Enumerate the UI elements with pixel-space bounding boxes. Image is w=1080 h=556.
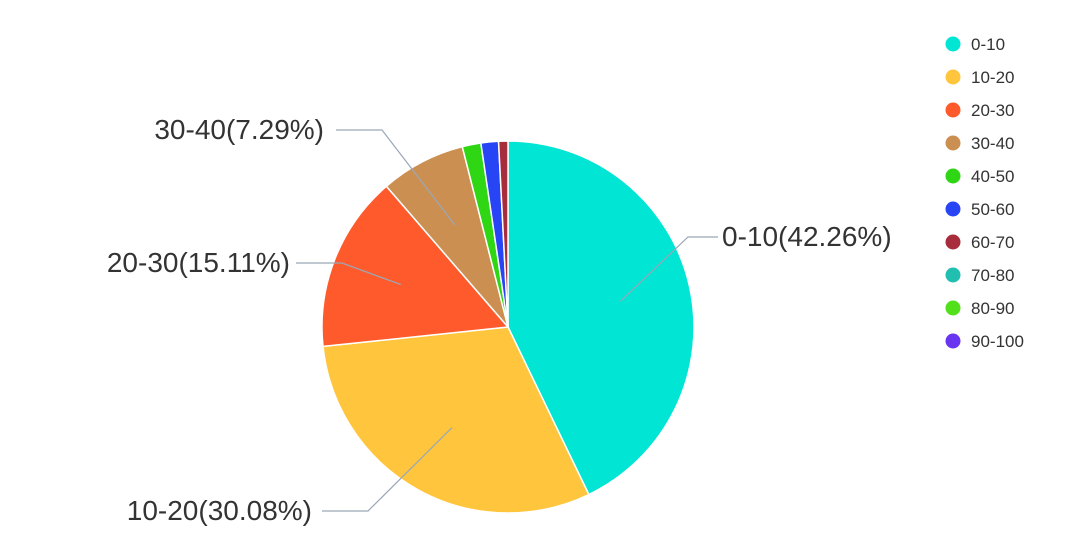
leader-line-20-30	[296, 262, 402, 286]
legend-marker-80-90	[945, 300, 961, 316]
legend-item-20-30[interactable]: 20-30	[945, 101, 1015, 120]
legend-marker-10-20	[945, 69, 961, 85]
legend-marker-70-80	[945, 267, 961, 283]
legend-label-0-10: 0-10	[971, 35, 1005, 54]
legend-item-30-40[interactable]: 30-40	[945, 134, 1015, 153]
legend-marker-60-70	[945, 234, 961, 250]
legend-item-60-70[interactable]: 60-70	[945, 233, 1015, 252]
pie-slice-60-70	[497, 140, 509, 328]
leader-line-0-10	[619, 236, 718, 302]
legend-item-0-10[interactable]: 0-10	[945, 35, 1006, 54]
legend-item-70-80[interactable]: 70-80	[945, 266, 1015, 285]
data-label-0-10: 0-10(42.26%)	[722, 221, 892, 252]
legend-label-40-50: 40-50	[971, 167, 1014, 186]
pie-slice-0-10	[507, 140, 695, 496]
data-labels: 0-10(42.26%) 10-20(30.08%) 20-30(15.11%) 30…	[107, 114, 892, 526]
pie-slices	[321, 140, 695, 514]
legend-label-80-90: 80-90	[971, 299, 1014, 318]
legend-item-40-50[interactable]: 40-50	[945, 167, 1015, 186]
data-label-10-20: 10-20(30.08%)	[127, 495, 312, 526]
legend-item-80-90[interactable]: 80-90	[945, 299, 1015, 318]
legend-marker-0-10	[945, 36, 961, 52]
leader-lines	[296, 129, 718, 512]
legend-item-90-100[interactable]: 90-100	[945, 332, 1024, 351]
legend-marker-50-60	[945, 201, 961, 217]
pie-slice-10-20	[322, 326, 590, 514]
pie-slice-20-30	[321, 185, 510, 348]
legend: 0-10 10-20 20-30 30-40 40-50 50-60 60-70 70-80 8…	[945, 35, 1024, 351]
legend-label-30-40: 30-40	[971, 134, 1014, 153]
legend-label-10-20: 10-20	[971, 68, 1014, 87]
data-label-20-30: 20-30(15.11%)	[107, 247, 290, 278]
legend-label-20-30: 20-30	[971, 101, 1014, 120]
legend-item-10-20[interactable]: 10-20	[945, 68, 1015, 87]
legend-marker-20-30	[945, 102, 961, 118]
data-label-30-40: 30-40(7.29%)	[154, 114, 324, 145]
legend-item-50-60[interactable]: 50-60	[945, 200, 1015, 219]
legend-marker-30-40	[945, 135, 961, 151]
legend-label-90-100: 90-100	[971, 332, 1024, 351]
leader-line-30-40	[336, 129, 456, 226]
legend-marker-90-100	[945, 333, 961, 349]
leader-line-10-20	[322, 427, 453, 512]
legend-label-50-60: 50-60	[971, 200, 1014, 219]
legend-label-60-70: 60-70	[971, 233, 1014, 252]
legend-marker-40-50	[945, 168, 961, 184]
legend-label-70-80: 70-80	[971, 266, 1014, 285]
